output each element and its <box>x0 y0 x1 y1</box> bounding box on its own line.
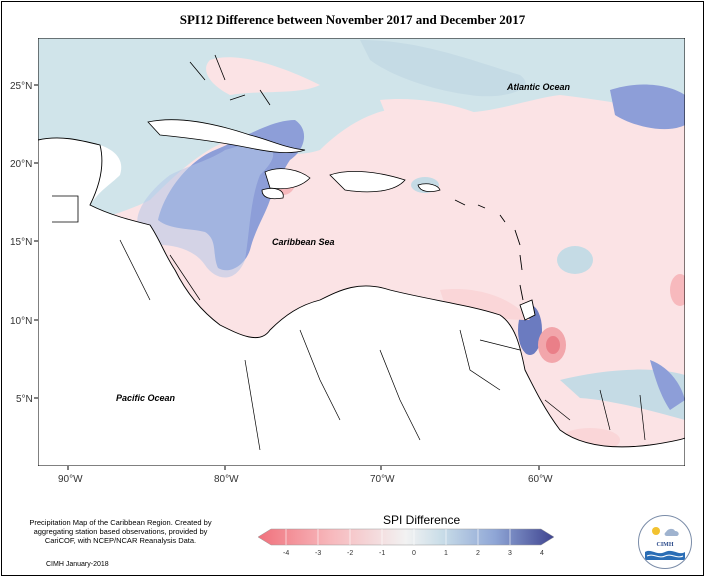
label-pacific: Pacific Ocean <box>116 393 176 403</box>
country-borders <box>119 239 646 451</box>
land-hispaniola <box>329 171 406 193</box>
field-se-negative <box>650 360 685 410</box>
land-yucatan <box>90 145 122 205</box>
lat-label-25: 25°N <box>10 81 32 92</box>
coast-mexico-bay <box>52 195 79 223</box>
legend-tick: 0 <box>412 550 416 557</box>
credit-text: Precipitation Map of the Caribbean Regio… <box>29 518 212 545</box>
legend-title: SPI Difference <box>383 513 461 527</box>
field-pink-venezuela <box>440 289 530 320</box>
land-hispaniola-west <box>264 168 311 190</box>
field-east-negative1 <box>557 246 593 274</box>
field-pink-north2 <box>380 99 510 136</box>
coastline-main <box>38 137 685 448</box>
legend-colorbar: -4 -3 -2 -1 0 1 2 3 4 <box>257 528 555 557</box>
logo-text: CIMH <box>656 542 674 548</box>
label-caribbean: Caribbean Sea <box>272 237 335 247</box>
legend-tick: 4 <box>540 550 544 557</box>
lon-label-70: 70°W <box>370 474 395 485</box>
coast-bahamas <box>189 54 271 106</box>
land-jamaica <box>261 188 284 200</box>
lat-axis: 25°N 20°N 15°N 10°N 5°N <box>10 81 38 405</box>
lat-label-20: 20°N <box>10 159 32 170</box>
field-pink-north1 <box>206 57 320 95</box>
logo-icon <box>645 527 685 560</box>
legend-tick: 2 <box>476 550 480 557</box>
lat-label-15: 15°N <box>10 237 32 248</box>
legend-tick: 1 <box>444 550 448 557</box>
legend-tick: -2 <box>347 550 353 557</box>
land-trinidad <box>519 299 536 321</box>
coast-lesser-antilles <box>454 199 524 301</box>
land-cuba <box>147 119 306 154</box>
credit-date: CIMH January-2018 <box>46 561 109 568</box>
lat-label-10: 10°N <box>10 316 32 327</box>
land-puerto-rico <box>417 183 441 192</box>
lon-label-60: 60°W <box>528 474 553 485</box>
field-negative-halo <box>137 140 274 278</box>
lon-label-90: 90°W <box>58 474 83 485</box>
legend-tick: -4 <box>283 550 289 557</box>
lon-label-80: 80°W <box>214 474 239 485</box>
field-south-negative <box>560 369 685 420</box>
spi-field <box>38 38 685 466</box>
field-ne-negative <box>610 84 685 130</box>
field-blue-north <box>360 40 526 97</box>
legend-tick: -1 <box>379 550 385 557</box>
legend-tick: -3 <box>315 550 321 557</box>
land-mainland <box>38 137 685 466</box>
field-guyana-core <box>546 336 560 354</box>
lat-label-5: 5°N <box>16 394 33 405</box>
map-title: SPI12 Difference between November 2017 a… <box>179 12 526 27</box>
colorbar <box>257 528 555 546</box>
cimh-logo: CIMH <box>638 515 692 569</box>
lon-axis: 90°W 80°W 70°W 60°W <box>58 466 553 485</box>
label-atlantic: Atlantic Ocean <box>506 82 571 92</box>
legend-tick: 3 <box>508 550 512 557</box>
field-pink-east <box>670 274 685 306</box>
